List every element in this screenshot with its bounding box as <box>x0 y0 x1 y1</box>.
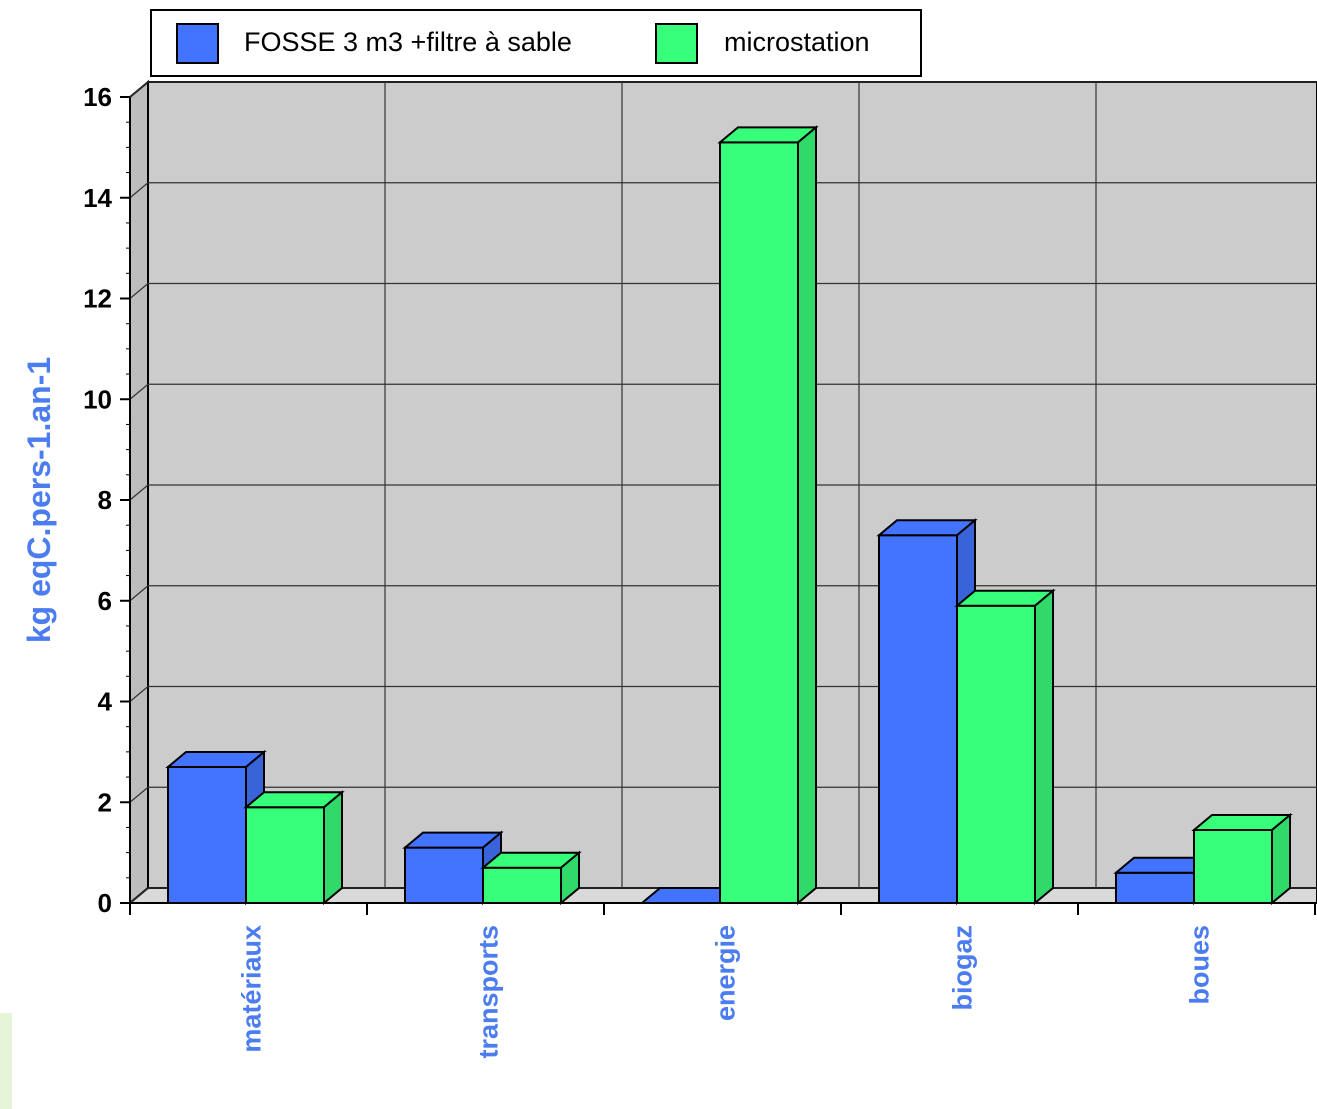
y-tick-label: 8 <box>98 485 112 515</box>
y-tick-label: 4 <box>98 687 113 717</box>
y-axis-label: kg eqC.pers-1.an-1 <box>21 357 57 643</box>
legend: FOSSE 3 m3 +filtre à sable microstation <box>150 9 922 77</box>
x-category-label: boues <box>1185 925 1215 1005</box>
legend-label-series-2: microstation <box>724 27 870 57</box>
y-tick-label: 16 <box>83 82 112 112</box>
y-tick-label: 2 <box>98 787 112 817</box>
bar <box>243 790 345 906</box>
y-tick-label: 12 <box>83 284 112 314</box>
y-tick-label: 10 <box>83 384 112 414</box>
bars <box>165 125 1293 906</box>
legend-label-series-1: FOSSE 3 m3 +filtre à sable <box>244 27 572 57</box>
bar <box>954 588 1056 906</box>
bar <box>1191 812 1293 906</box>
x-category-label: energie <box>711 925 741 1021</box>
bar <box>717 125 819 906</box>
legend-swatch-series-1 <box>176 23 219 64</box>
y-tick-label: 14 <box>83 183 112 213</box>
y-tick-label: 6 <box>98 586 112 616</box>
y-tick-label: 0 <box>98 888 112 918</box>
x-axis-categories: matériaux transports energie biogaz boues <box>237 925 1215 1059</box>
x-category-label: transports <box>474 925 504 1059</box>
bar <box>480 850 582 906</box>
x-category-label: biogaz <box>948 925 978 1011</box>
legend-swatch-series-2 <box>655 23 698 64</box>
y-axis-ticks: 0 2 4 6 8 10 12 14 16 <box>83 82 1316 918</box>
corner-decoration <box>0 1013 12 1109</box>
x-category-label: matériaux <box>237 925 267 1053</box>
